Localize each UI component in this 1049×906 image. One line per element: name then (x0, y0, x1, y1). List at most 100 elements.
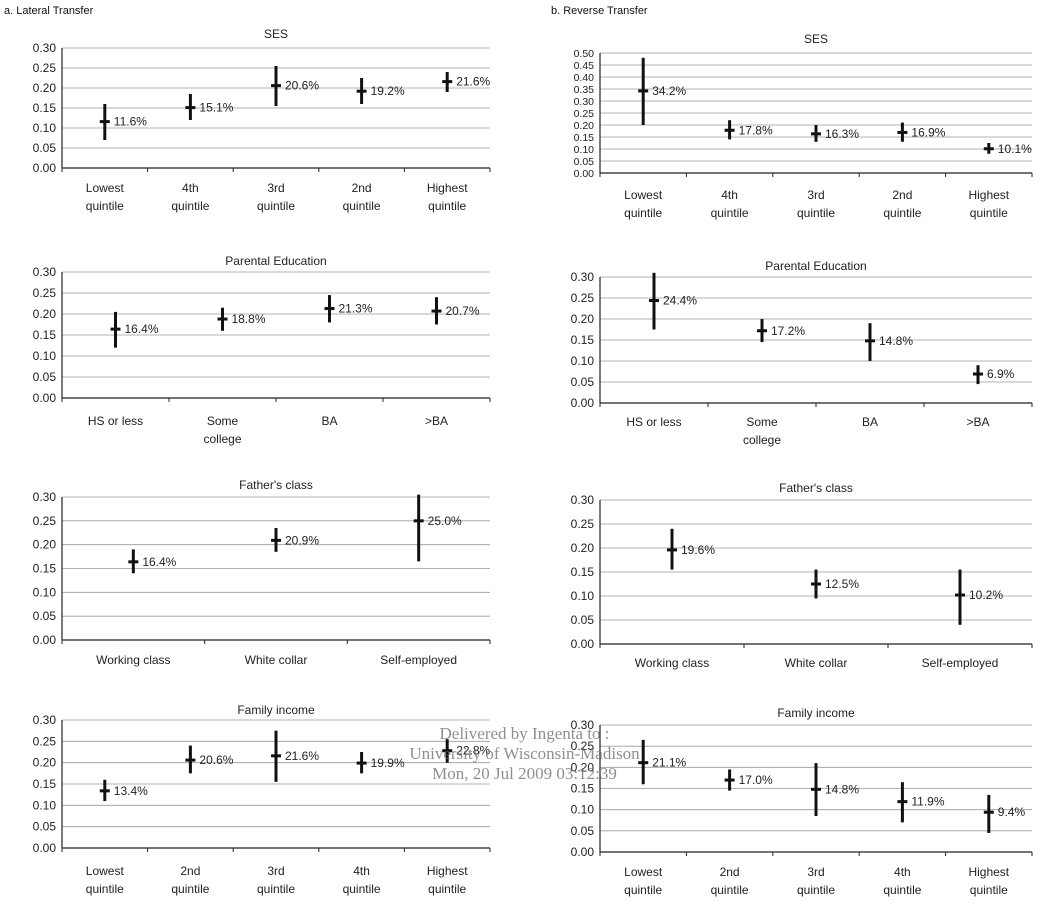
x-category-label: 4th (721, 188, 738, 202)
y-tick-label: 0.30 (33, 490, 57, 504)
x-category-label: HS or less (88, 414, 143, 428)
x-category-label: quintile (970, 883, 1008, 897)
chart-title: Parental Education (765, 259, 866, 273)
y-tick-label: 0.40 (574, 72, 595, 84)
chart-title: SES (264, 27, 288, 41)
data-label: 9.4% (998, 805, 1026, 819)
y-tick-label: 0.05 (33, 609, 57, 623)
data-label: 17.2% (771, 324, 805, 338)
x-category-label: 3rd (267, 181, 284, 195)
watermark-line-2: University of Wisconsin-Madison (409, 744, 640, 763)
y-tick-label: 0.15 (571, 333, 595, 347)
data-label: 16.9% (911, 125, 945, 139)
x-category-label: quintile (428, 882, 466, 896)
y-tick-label: 0.30 (33, 41, 57, 55)
y-tick-label: 0.30 (571, 493, 595, 507)
x-category-label: BA (321, 414, 337, 428)
x-category-label: Highest (427, 864, 468, 878)
x-category-label: Lowest (86, 181, 125, 195)
y-tick-label: 0.00 (33, 391, 57, 405)
y-tick-label: 0.20 (571, 541, 595, 555)
x-category-label: quintile (711, 206, 749, 220)
y-tick-label: 0.00 (571, 637, 595, 651)
y-tick-label: 0.15 (33, 328, 57, 342)
x-category-label: HS or less (626, 415, 681, 429)
y-tick-label: 0.05 (33, 370, 57, 384)
data-label: 12.5% (825, 577, 859, 591)
x-category-label: quintile (797, 883, 835, 897)
x-category-label: Some (207, 414, 239, 428)
y-tick-label: 0.10 (33, 585, 57, 599)
y-tick-label: 0.25 (33, 514, 57, 528)
x-category-label: quintile (343, 199, 381, 213)
y-tick-label: 0.25 (33, 734, 57, 748)
x-category-label: Highest (427, 181, 468, 195)
x-category-label: Highest (968, 865, 1009, 879)
chart-2: 0.000.050.100.150.200.250.300.350.400.45… (574, 32, 1033, 220)
chart-title: Parental Education (225, 254, 326, 268)
data-label: 19.2% (371, 84, 405, 98)
data-label: 25.0% (428, 514, 462, 528)
y-tick-label: 0.25 (571, 517, 595, 531)
y-tick-label: 0.05 (33, 141, 57, 155)
data-label: 16.3% (825, 127, 859, 141)
x-category-label: quintile (86, 882, 124, 896)
y-tick-label: 0.00 (33, 161, 57, 175)
x-category-label: quintile (624, 206, 662, 220)
data-label: 6.9% (987, 367, 1015, 381)
data-label: 21.6% (285, 749, 319, 763)
data-label: 16.4% (142, 555, 176, 569)
y-tick-label: 0.20 (33, 756, 57, 770)
chart-4: 0.00 0.05 0.10 0.15 0.20 0.25 0.30 Parental Edu… (571, 259, 1033, 447)
y-tick-label: 0.15 (574, 132, 595, 144)
data-label: 10.2% (969, 588, 1003, 602)
data-label: 21.3% (339, 302, 373, 316)
y-tick-label: 0.10 (574, 144, 595, 156)
x-category-label: 4th (182, 181, 199, 195)
y-tick-label: 0.15 (33, 777, 57, 791)
x-category-label: quintile (86, 199, 124, 213)
y-tick-label: 0.05 (571, 613, 595, 627)
right-column-title: b. Reverse Transfer (551, 5, 648, 17)
y-tick-label: 0.15 (571, 565, 595, 579)
chart-title: Family income (777, 706, 855, 720)
watermark-line-3: Mon, 20 Jul 2009 03:12:39 (432, 764, 617, 783)
y-tick-label: 0.35 (574, 84, 595, 96)
y-tick-label: 0.30 (571, 718, 595, 732)
y-tick-label: 0.30 (574, 96, 595, 108)
y-tick-label: 0.25 (571, 739, 595, 753)
data-label: 10.1% (998, 142, 1032, 156)
x-category-label: college (203, 432, 241, 446)
data-label: 20.9% (285, 533, 319, 547)
y-tick-label: 0.10 (33, 121, 57, 135)
y-tick-label: 0.25 (571, 291, 595, 305)
y-tick-label: 0.15 (33, 562, 57, 576)
chart-6: 0.00 0.05 0.10 0.15 0.20 0.25 0.30 Father's cla… (571, 481, 1033, 670)
y-tick-label: 0.00 (33, 633, 57, 647)
y-tick-label: 0.00 (574, 168, 595, 180)
x-category-label: 2nd (892, 188, 912, 202)
y-tick-label: 0.05 (33, 820, 57, 834)
data-label: 13.4% (114, 784, 148, 798)
data-label: 20.7% (446, 304, 480, 318)
chart-8: 0.00 0.05 0.10 0.15 0.20 0.25 0.30 Family incom… (571, 706, 1033, 897)
data-label: 18.8% (232, 312, 266, 326)
y-tick-label: 0.20 (571, 760, 595, 774)
chart-5: 0.00 0.05 0.10 0.15 0.20 0.25 0.30 Father's cla… (33, 478, 491, 667)
x-category-label: quintile (428, 199, 466, 213)
x-category-label: quintile (883, 206, 921, 220)
y-tick-label: 0.20 (571, 312, 595, 326)
x-category-label: 2nd (720, 865, 740, 879)
chart-1: 0.00 0.05 0.10 0.15 0.20 0.25 0.30 SES Lowest qui… (33, 27, 491, 213)
x-category-label: White collar (245, 653, 308, 667)
x-category-label: quintile (970, 206, 1008, 220)
y-tick-label: 0.05 (574, 156, 595, 168)
chart-title: Father's class (779, 481, 853, 495)
data-label: 21.6% (456, 75, 490, 89)
y-tick-label: 0.00 (571, 396, 595, 410)
y-tick-label: 0.25 (33, 61, 57, 75)
y-tick-label: 0.10 (33, 798, 57, 812)
y-tick-label: 0.00 (33, 841, 57, 855)
data-label: 22.8% (456, 744, 490, 758)
data-label: 20.6% (199, 753, 233, 767)
